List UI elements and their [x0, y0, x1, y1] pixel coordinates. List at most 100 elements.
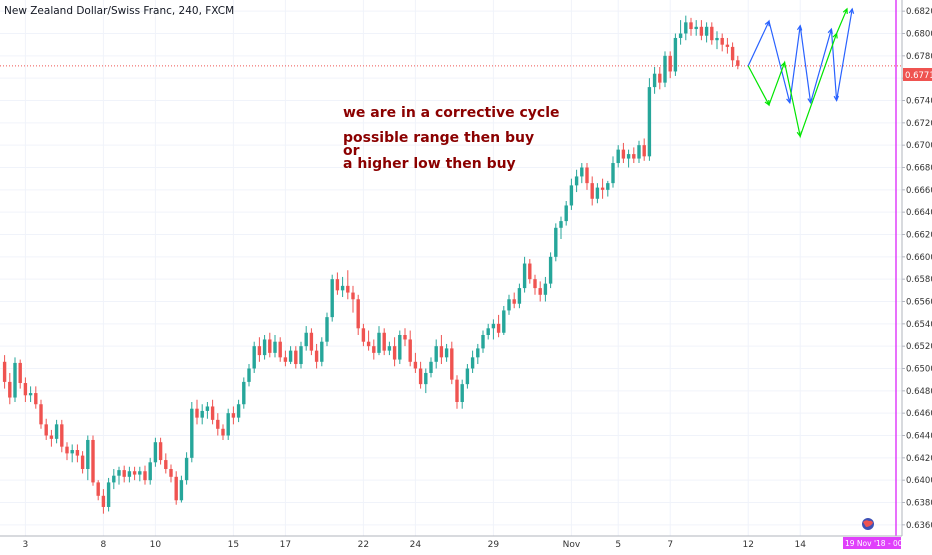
candle: [210, 399, 215, 425]
scenario-blue-path-arrowhead: [764, 19, 770, 27]
candle-body: [418, 368, 423, 385]
candle-body: [652, 73, 657, 88]
candle-body: [205, 406, 210, 411]
candle-body: [465, 368, 470, 385]
candle-body: [684, 22, 688, 34]
candle-body: [190, 408, 194, 458]
candle: [190, 402, 194, 463]
candle-body: [366, 341, 371, 347]
candle-body: [382, 332, 386, 351]
candle: [242, 377, 246, 409]
annotation-line-1: we are in a corrective cycle: [343, 105, 560, 121]
candle-body: [236, 404, 241, 418]
candle: [54, 419, 59, 444]
candle-body: [340, 285, 345, 291]
candle-body: [325, 317, 329, 342]
candle-body: [699, 26, 704, 36]
candle: [70, 444, 74, 463]
candle-body: [517, 288, 522, 304]
candle-body: [538, 288, 542, 295]
candle-body: [169, 469, 173, 477]
candle: [476, 343, 480, 365]
price-axis[interactable]: 0.63600 0.63800 0.64000 0.64200 0.64400 0.646…: [901, 0, 932, 536]
candle-body: [460, 384, 464, 402]
candle-body: [543, 283, 548, 295]
price-tick-label: 0.66000: [906, 253, 932, 263]
candle-body: [512, 299, 516, 304]
candle: [652, 67, 657, 94]
candle: [725, 37, 730, 54]
candle: [247, 364, 251, 387]
globe-icon[interactable]: [862, 518, 874, 530]
candle: [491, 319, 496, 340]
candle: [450, 341, 454, 385]
price-tick-label: 0.65400: [906, 320, 932, 330]
candle-body: [75, 450, 80, 456]
price-tick-label: 0.68000: [906, 30, 932, 40]
candle-body: [34, 393, 38, 405]
candle-body: [621, 149, 626, 159]
price-tick-label: 0.66200: [906, 231, 932, 241]
price-tick-label: 0.65600: [906, 298, 932, 308]
time-tick-label: 15: [228, 540, 239, 550]
candle: [278, 337, 282, 362]
scenario-blue-path-arrowhead: [848, 7, 855, 14]
price-tick-label: 0.65000: [906, 365, 932, 375]
candle: [372, 339, 376, 360]
candle-body: [725, 44, 730, 47]
candle-body: [200, 410, 204, 418]
candle: [398, 330, 402, 365]
candle: [684, 15, 688, 41]
price-tick-label: 0.66600: [906, 186, 932, 196]
candle: [569, 178, 574, 210]
candle-body: [106, 482, 111, 507]
candle-body: [496, 323, 501, 333]
candle: [346, 270, 350, 300]
candle: [626, 149, 631, 168]
candle-body: [262, 339, 267, 356]
candle-body: [528, 263, 532, 280]
candle: [283, 350, 288, 367]
candle-body: [392, 346, 397, 360]
candle: [470, 350, 475, 373]
candle: [392, 337, 397, 367]
candle-body: [408, 339, 412, 362]
candle-body: [580, 167, 584, 177]
candle-body: [481, 335, 485, 349]
candle-body: [158, 442, 163, 461]
candle: [465, 364, 470, 389]
candle-body: [444, 348, 449, 358]
candle: [112, 469, 116, 490]
candle-body: [600, 187, 605, 190]
candles-layer[interactable]: [2, 15, 740, 514]
candle-body: [60, 424, 64, 447]
candle: [403, 328, 407, 347]
candle: [122, 465, 126, 483]
candle: [268, 332, 272, 358]
candle-body: [387, 346, 392, 351]
candle: [179, 475, 184, 503]
scenario-projections-layer[interactable]: [747, 7, 855, 139]
annotation-line-3: or: [343, 143, 360, 159]
candle-body: [564, 205, 568, 222]
candle-body: [210, 406, 215, 420]
candle: [184, 452, 189, 485]
candle: [663, 51, 667, 88]
candle-body: [294, 350, 298, 365]
candle: [28, 386, 33, 402]
time-tick-label: 3: [23, 540, 29, 550]
candle: [704, 22, 709, 43]
candle: [408, 330, 412, 367]
time-axis[interactable]: 3 8 10 15 17 22 24 29 Nov 5 7 12 14 19 Nov '18 - 00:…: [0, 535, 915, 550]
candle-body: [606, 183, 610, 190]
candle: [127, 466, 132, 483]
candle: [548, 252, 553, 289]
time-tick-label: 17: [280, 540, 291, 550]
candle-body: [533, 279, 537, 289]
time-tick-label: 24: [410, 540, 422, 550]
annotation-text[interactable]: we are in a corrective cycle possible ra…: [343, 105, 560, 172]
candle: [481, 330, 485, 353]
candle: [590, 176, 594, 206]
